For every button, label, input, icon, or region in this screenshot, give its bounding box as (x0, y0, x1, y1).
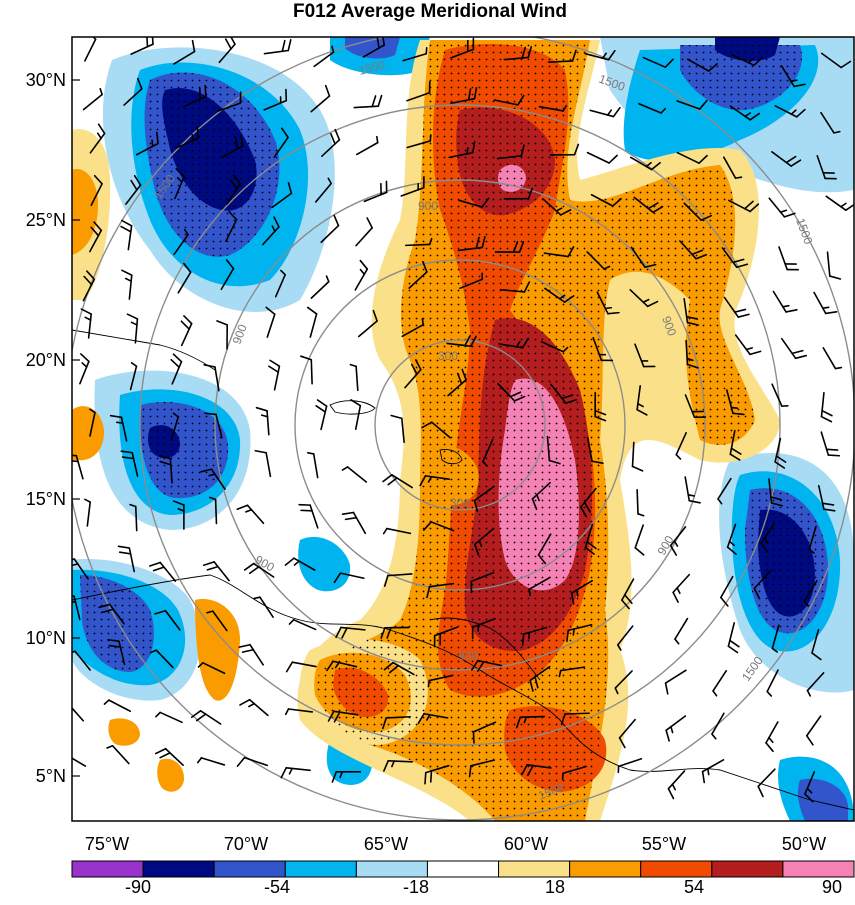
colorbar-box (356, 861, 427, 877)
colorbar-labels: -90 -54 -18 18 54 90 (125, 877, 842, 897)
lat-label-10n: 10°N (26, 628, 66, 648)
lat-label-20n: 20°N (26, 350, 66, 370)
colorbar-label-neg54: -54 (264, 877, 290, 897)
ring-label-900-top: 900 (418, 199, 438, 213)
colorbar-label-neg18: -18 (403, 877, 429, 897)
ring-label-900-bottom: 900 (458, 649, 478, 663)
lon-label-70w: 70°W (224, 834, 268, 854)
colorbar-box (570, 861, 641, 877)
ring-label-300-top: 300 (438, 349, 458, 363)
longitude-labels: 75°W 70°W 65°W 60°W 55°W 50°W (85, 834, 826, 854)
colorbar-label-neg90: -90 (125, 877, 151, 897)
colorbar-box (427, 861, 498, 877)
lon-label-60w: 60°W (504, 834, 548, 854)
lon-label-75w: 75°W (85, 834, 129, 854)
lat-label-30n: 30°N (26, 70, 66, 90)
colorbar-box (641, 861, 712, 877)
colorbar (72, 861, 854, 877)
map-area: 300 300 900 900 900 900 900 900 1500 150… (56, 30, 855, 821)
colorbar-label-54: 54 (684, 877, 704, 897)
colorbar-label-18: 18 (545, 877, 565, 897)
colorbar-box (214, 861, 285, 877)
lat-label-15n: 15°N (26, 489, 66, 509)
colorbar-box (285, 861, 356, 877)
colorbar-box (143, 861, 214, 877)
colorbar-box (712, 861, 783, 877)
lat-label-25n: 25°N (26, 210, 66, 230)
lon-label-50w: 50°W (782, 834, 826, 854)
colorbar-label-90: 90 (822, 877, 842, 897)
colorbar-box (499, 861, 570, 877)
latitude-labels: 30°N 25°N 20°N 15°N 10°N 5°N (26, 70, 66, 786)
colorbar-box (783, 861, 854, 877)
map-title: F012 Average Meridional Wind (293, 1, 567, 22)
lon-label-65w: 65°W (364, 834, 408, 854)
ring-label-300-left: 300 (450, 496, 470, 510)
lon-label-55w: 55°W (642, 834, 686, 854)
lat-label-5n: 5°N (36, 766, 66, 786)
colorbar-box (72, 861, 143, 877)
